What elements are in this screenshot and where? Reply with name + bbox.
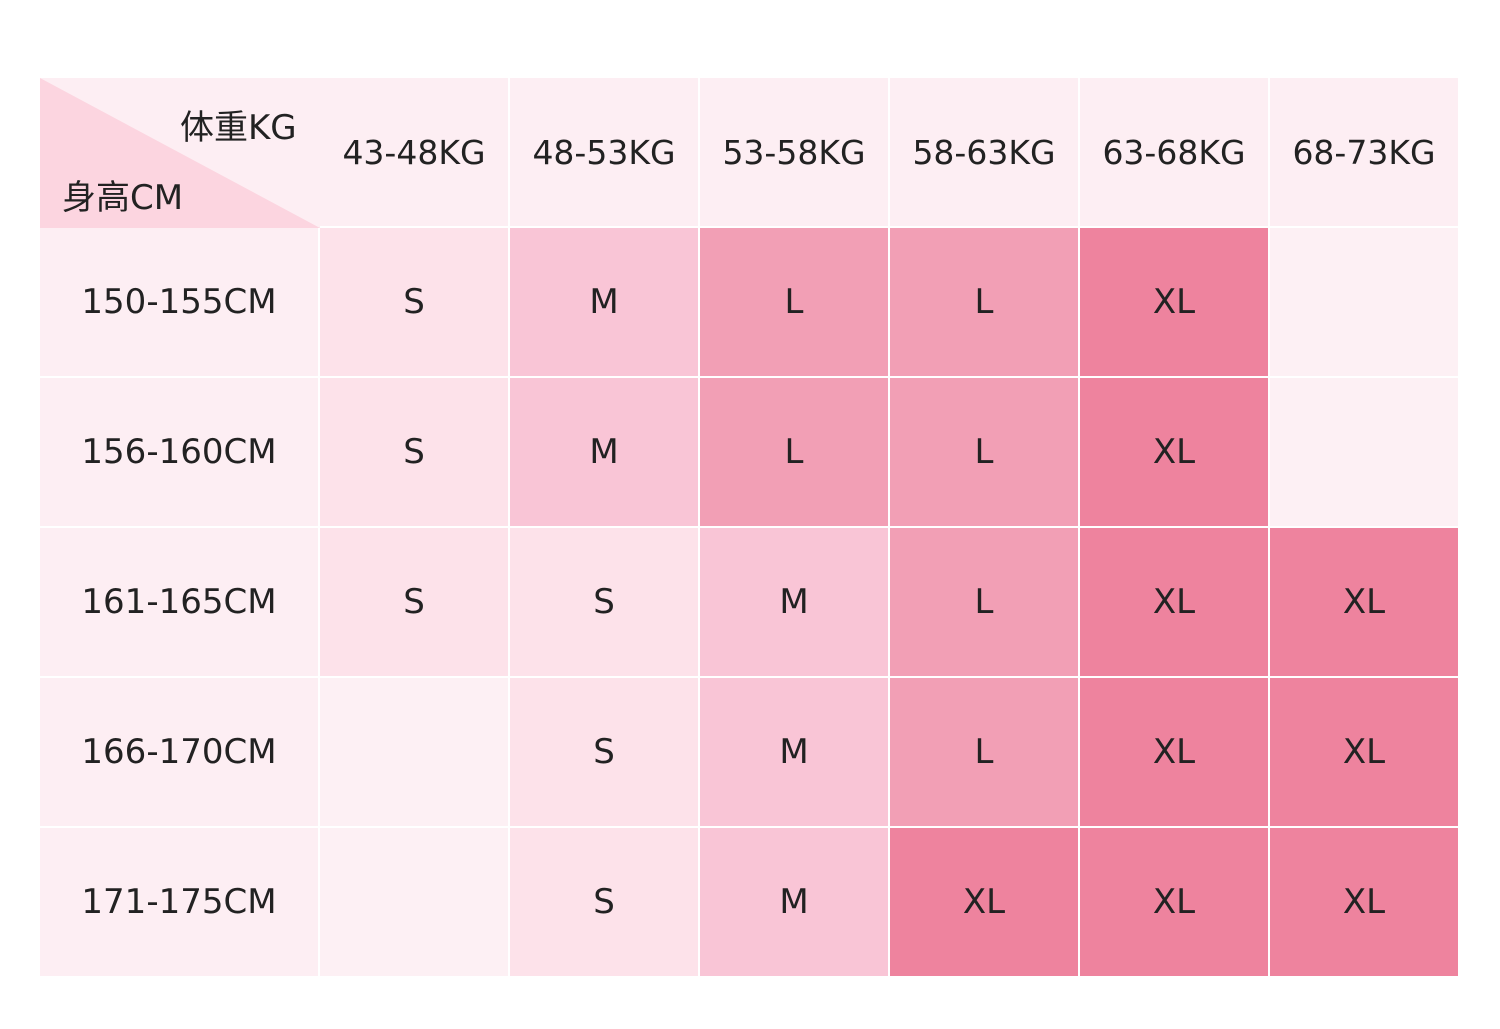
column-header: 53-58KG: [700, 78, 890, 228]
size-cell: XL: [1080, 678, 1270, 828]
size-cell: XL: [1270, 828, 1460, 978]
column-header: 58-63KG: [890, 78, 1080, 228]
column-header: 48-53KG: [510, 78, 700, 228]
size-cell: XL: [890, 828, 1080, 978]
size-cell: M: [510, 228, 700, 378]
column-header: 68-73KG: [1270, 78, 1460, 228]
size-cell: L: [700, 378, 890, 528]
row-header: 166-170CM: [40, 678, 320, 828]
column-header: 63-68KG: [1080, 78, 1270, 228]
height-label: 身高CM: [62, 178, 184, 218]
size-cell: S: [320, 528, 510, 678]
empty-cell: [1270, 378, 1460, 528]
column-header: 43-48KG: [320, 78, 510, 228]
size-cell: XL: [1080, 228, 1270, 378]
size-cell: S: [510, 828, 700, 978]
size-cell: XL: [1080, 528, 1270, 678]
size-cell: L: [890, 528, 1080, 678]
size-cell: L: [700, 228, 890, 378]
size-cell: S: [320, 378, 510, 528]
size-cell: S: [510, 678, 700, 828]
size-cell: XL: [1270, 678, 1460, 828]
size-cell: M: [510, 378, 700, 528]
empty-cell: [320, 678, 510, 828]
size-cell: XL: [1080, 378, 1270, 528]
size-cell: S: [510, 528, 700, 678]
empty-cell: [1270, 228, 1460, 378]
row-header: 161-165CM: [40, 528, 320, 678]
row-header: 150-155CM: [40, 228, 320, 378]
size-cell: M: [700, 828, 890, 978]
row-header: 156-160CM: [40, 378, 320, 528]
size-cell: L: [890, 678, 1080, 828]
size-cell: XL: [1080, 828, 1270, 978]
corner-bg: [40, 78, 320, 228]
size-cell: L: [890, 228, 1080, 378]
size-cell: M: [700, 528, 890, 678]
size-cell: S: [320, 228, 510, 378]
weight-label: 体重KG: [180, 108, 297, 148]
size-cell: L: [890, 378, 1080, 528]
row-header: 171-175CM: [40, 828, 320, 978]
size-cell: M: [700, 678, 890, 828]
empty-cell: [320, 828, 510, 978]
size-cell: XL: [1270, 528, 1460, 678]
